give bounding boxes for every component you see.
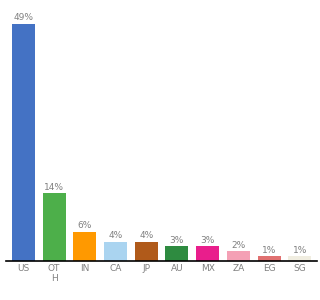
Bar [196, 247, 219, 261]
Text: 1%: 1% [262, 246, 276, 255]
Text: 6%: 6% [77, 221, 92, 230]
Text: 49%: 49% [13, 13, 33, 22]
Text: 4%: 4% [139, 231, 153, 240]
Bar [43, 193, 66, 261]
Text: 14%: 14% [44, 183, 64, 192]
Text: 3%: 3% [201, 236, 215, 245]
Text: 2%: 2% [231, 241, 245, 250]
Bar [288, 256, 311, 261]
Bar [104, 242, 127, 261]
Text: 4%: 4% [108, 231, 123, 240]
Bar [165, 247, 188, 261]
Bar [12, 23, 35, 261]
Bar [135, 242, 158, 261]
Text: 3%: 3% [170, 236, 184, 245]
Bar [227, 251, 250, 261]
Bar [258, 256, 281, 261]
Text: 1%: 1% [293, 246, 307, 255]
Bar [73, 232, 96, 261]
